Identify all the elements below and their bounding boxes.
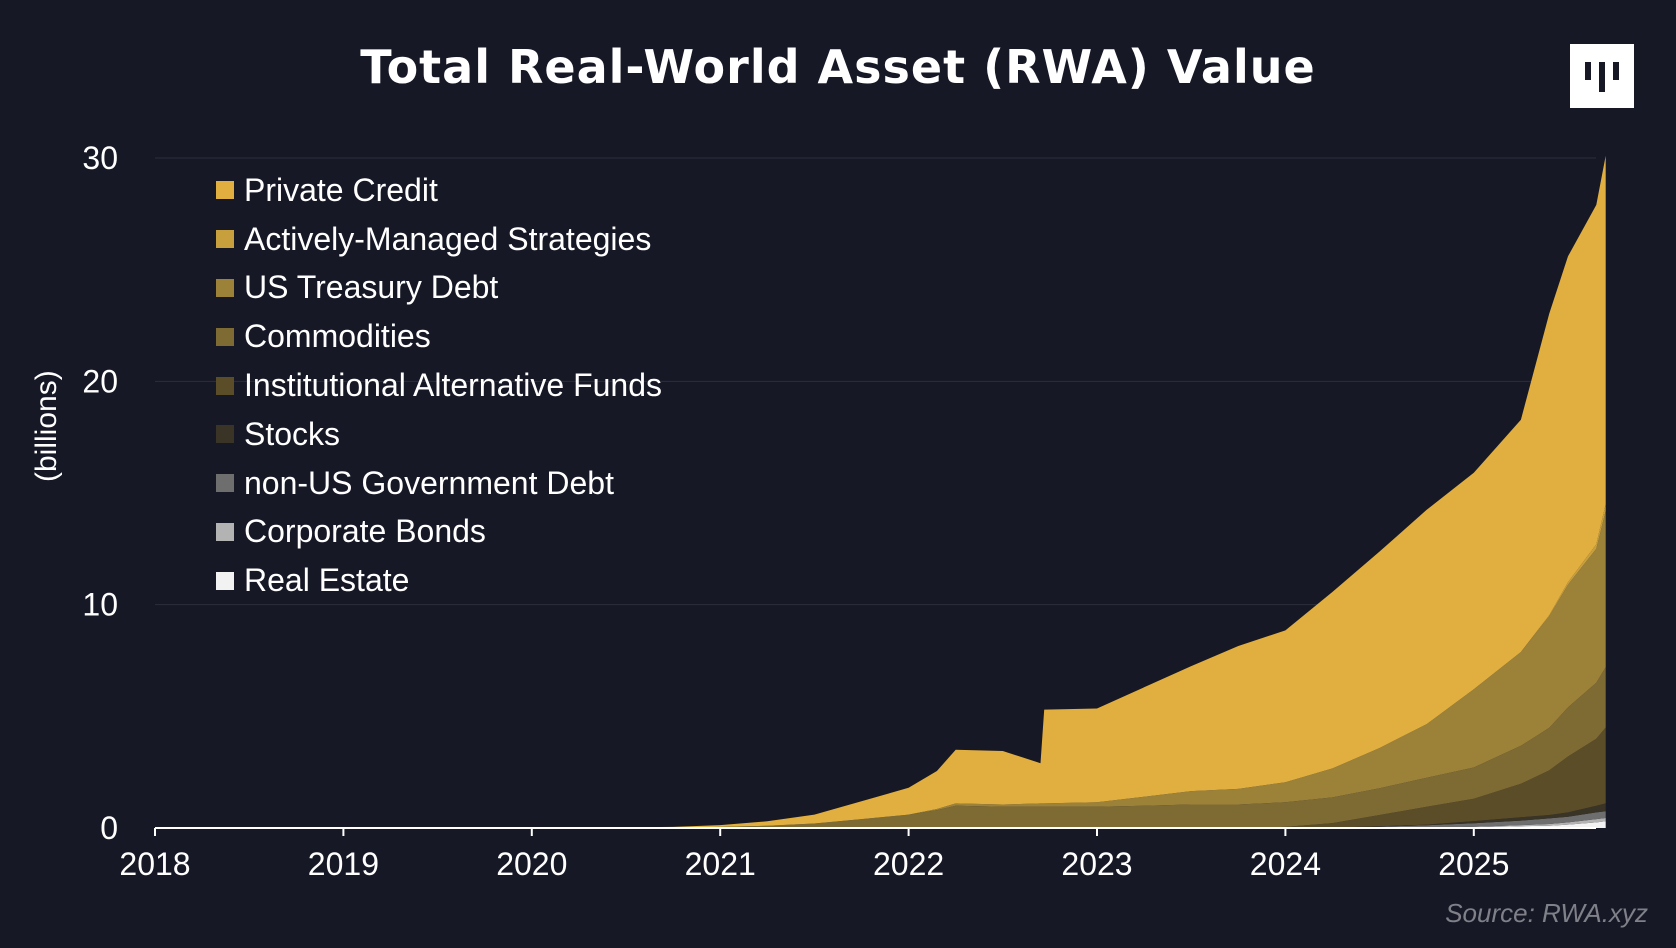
legend-label: US Treasury Debt xyxy=(244,269,499,306)
legend-item: Institutional Alternative Funds xyxy=(216,361,662,410)
legend-label: Stocks xyxy=(244,415,341,452)
legend-swatch xyxy=(216,230,234,249)
legend-label: Institutional Alternative Funds xyxy=(244,367,663,404)
y-tick-label: 0 xyxy=(100,810,118,846)
legend-item: Private Credit xyxy=(216,166,662,215)
legend-item: non-US Government Debt xyxy=(216,459,662,508)
legend-item: Real Estate xyxy=(216,556,662,605)
source-note: Source: RWA.xyz xyxy=(1445,898,1648,928)
legend-swatch xyxy=(216,571,234,590)
x-tick-label: 2018 xyxy=(119,846,190,882)
legend-item: Stocks xyxy=(216,410,662,459)
x-tick-label: 2023 xyxy=(1061,846,1132,882)
x-tick-label: 2025 xyxy=(1438,846,1509,882)
x-tick-label: 2021 xyxy=(685,846,756,882)
legend-label: Corporate Bonds xyxy=(244,513,486,550)
area-series-institutional-alternative-funds xyxy=(155,727,1606,828)
legend-label: non-US Government Debt xyxy=(244,464,614,501)
legend-swatch xyxy=(216,327,234,346)
x-tick-label: 2019 xyxy=(308,846,379,882)
logo-glyph-icon xyxy=(1585,62,1619,92)
legend-item: US Treasury Debt xyxy=(216,264,662,313)
y-tick-label: 10 xyxy=(82,587,118,623)
area-series-non-us-government-debt xyxy=(155,811,1606,828)
x-tick-label: 2020 xyxy=(496,846,567,882)
legend-item: Commodities xyxy=(216,312,662,361)
legend-label: Private Credit xyxy=(244,171,438,208)
area-series-private-credit xyxy=(155,155,1606,829)
legend-swatch xyxy=(216,522,234,541)
brand-logo xyxy=(1570,44,1634,108)
chart-title: Total Real-World Asset (RWA) Value xyxy=(360,40,1316,94)
legend-label: Commodities xyxy=(244,318,431,355)
legend-swatch xyxy=(216,181,234,200)
y-tick-label: 30 xyxy=(82,140,118,176)
y-tick-label: 20 xyxy=(82,363,118,399)
x-tick-label: 2022 xyxy=(873,846,944,882)
legend-swatch xyxy=(216,278,234,297)
legend-item: Corporate Bonds xyxy=(216,508,662,557)
legend-swatch xyxy=(216,376,234,395)
legend-swatch xyxy=(216,474,234,493)
chart-legend: Private Credit Actively-Managed Strategie… xyxy=(216,166,662,605)
legend-label: Real Estate xyxy=(244,562,410,599)
legend-label: Actively-Managed Strategies xyxy=(244,220,652,257)
legend-swatch xyxy=(216,425,234,444)
x-tick-label: 2024 xyxy=(1250,846,1321,882)
legend-item: Actively-Managed Strategies xyxy=(216,215,662,264)
